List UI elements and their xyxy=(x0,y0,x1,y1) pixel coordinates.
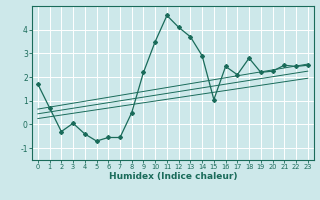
X-axis label: Humidex (Indice chaleur): Humidex (Indice chaleur) xyxy=(108,172,237,181)
